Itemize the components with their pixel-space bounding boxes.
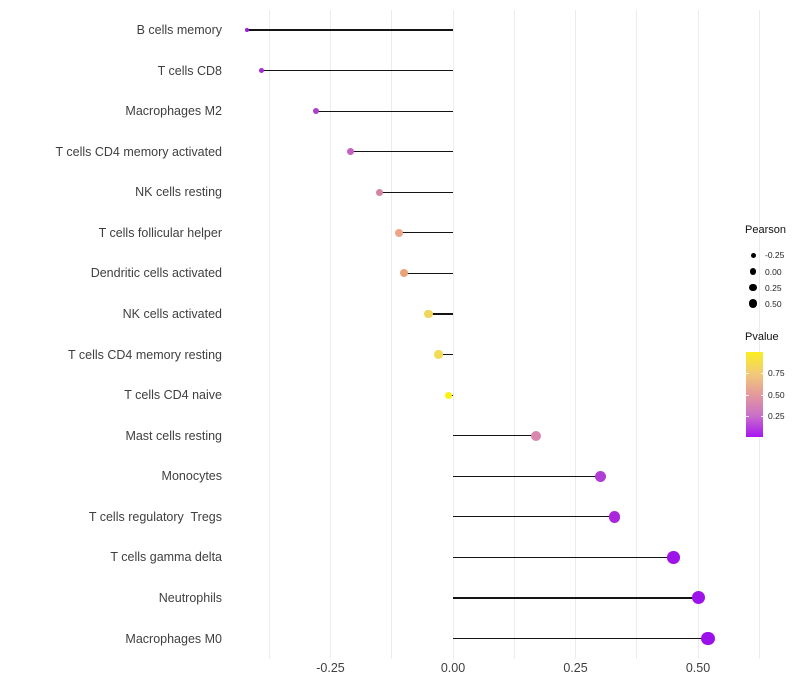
gridline	[452, 10, 454, 659]
pvalue-colorbar	[746, 352, 763, 437]
lollipop-stick	[315, 110, 453, 112]
lollipop-stick	[428, 313, 453, 315]
lollipop-stick	[247, 29, 453, 31]
pearson-legend-dot	[748, 299, 758, 308]
lollipop-point	[608, 511, 621, 523]
x-axis-tick-label: 0.00	[440, 661, 466, 675]
y-axis-label: T cells follicular helper	[98, 225, 222, 240]
x-axis-tick-label: 0.25	[563, 661, 588, 675]
lollipop-point	[434, 350, 443, 359]
gridline	[636, 10, 638, 659]
lollipop-stick	[261, 69, 453, 72]
pvalue-colorbar-tick	[746, 415, 749, 417]
gridline	[758, 10, 760, 659]
pvalue-colorbar-tick	[746, 394, 749, 396]
pvalue-legend-label: 0.75	[768, 368, 785, 379]
lollipop-stick	[404, 272, 453, 274]
lollipop-point	[701, 631, 715, 646]
gridline	[330, 10, 331, 659]
y-axis-label: NK cells resting	[135, 185, 222, 200]
y-axis-label: T cells CD8	[157, 63, 222, 78]
x-axis-tick-label: 0.50	[685, 661, 711, 675]
pvalue-colorbar-tick	[760, 394, 763, 396]
lollipop-stick	[453, 475, 600, 477]
lollipop-point	[691, 591, 705, 605]
gridline	[391, 10, 393, 659]
y-axis-label: Macrophages M2	[125, 104, 222, 119]
lollipop-point	[245, 28, 250, 32]
pearson-legend-label: 0.00	[765, 266, 782, 277]
lollipop-point	[667, 551, 680, 564]
lollipop-stick	[350, 151, 453, 153]
pvalue-legend-label: 0.50	[768, 389, 785, 400]
pearson-legend-dot	[750, 252, 756, 258]
legend-pearson-title: Pearson	[745, 224, 786, 236]
lollipop-point	[259, 68, 265, 74]
pearson-legend-dot	[749, 283, 757, 292]
pearson-legend-label: 0.50	[765, 298, 782, 309]
lollipop-point	[531, 430, 542, 441]
y-axis-label: T cells regulatory Tregs	[88, 509, 222, 524]
lollipop-stick	[453, 435, 537, 437]
y-axis-label: Neutrophils	[158, 590, 222, 605]
lollipop-stick	[438, 353, 453, 356]
lollipop-stick	[453, 516, 615, 518]
lollipop-point	[594, 470, 606, 482]
y-axis-label: Macrophages M0	[125, 631, 222, 646]
lollipop-point	[346, 148, 354, 156]
x-axis-tick-label: -0.25	[316, 661, 345, 675]
y-axis-label: Dendritic cells activated	[90, 266, 222, 281]
lollipop-point	[400, 269, 408, 278]
lollipop-stick	[379, 191, 453, 193]
lollipop-point	[444, 391, 452, 399]
lollipop-stick	[453, 597, 698, 599]
y-axis-label: B cells memory	[136, 23, 222, 37]
y-axis-label: Mast cells resting	[125, 428, 222, 443]
y-axis-label: T cells gamma delta	[110, 550, 222, 565]
pvalue-colorbar-tick	[746, 373, 749, 375]
lollipop-stick	[453, 637, 708, 640]
lollipop-point	[312, 107, 320, 115]
gridline	[697, 10, 699, 659]
gridline	[575, 10, 576, 659]
y-axis-label: T cells CD4 memory activated	[55, 144, 223, 159]
y-axis-label: Monocytes	[161, 469, 222, 484]
legend-pvalue-title: Pvalue	[745, 331, 779, 343]
pvalue-colorbar-tick	[760, 373, 763, 375]
lollipop-point	[395, 228, 404, 237]
lollipop-point	[375, 188, 384, 197]
y-axis-label: T cells CD4 memory resting	[68, 347, 222, 362]
pearson-legend-dot	[749, 268, 757, 275]
y-axis-label: NK cells activated	[122, 306, 222, 321]
gridline	[268, 10, 270, 659]
gridline	[513, 10, 515, 659]
lollipop-stick	[399, 232, 453, 234]
lollipop-point	[424, 309, 433, 319]
pvalue-legend-label: 0.25	[768, 410, 785, 421]
y-axis-label: T cells CD4 naive	[124, 388, 222, 403]
pearson-legend-label: 0.25	[765, 282, 782, 293]
pvalue-colorbar-tick	[760, 415, 763, 417]
lollipop-stick	[453, 556, 674, 558]
pearson-legend-label: -0.25	[765, 250, 785, 260]
